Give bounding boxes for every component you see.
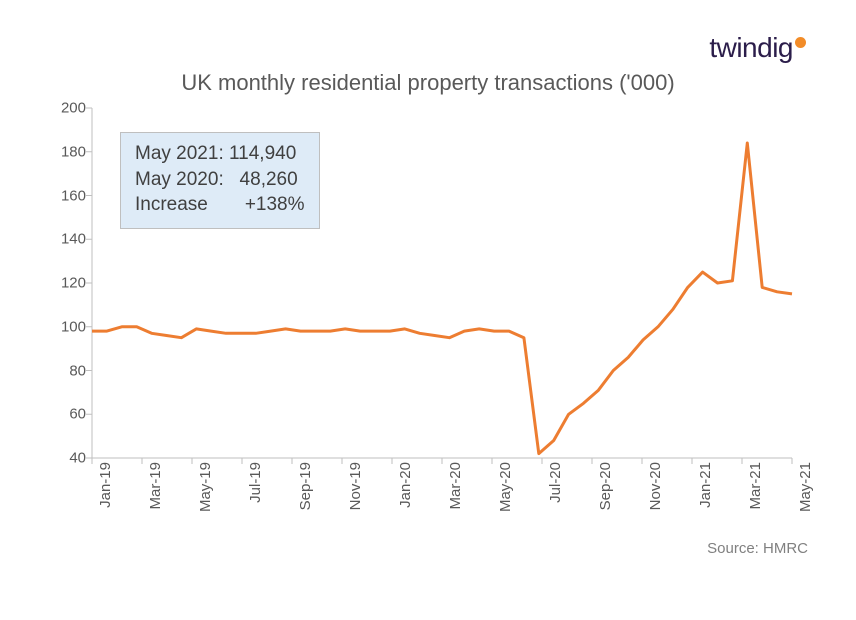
y-axis-labels: 406080100120140160180200 bbox=[40, 108, 86, 458]
y-tick-label: 180 bbox=[40, 143, 86, 160]
y-tick-label: 120 bbox=[40, 275, 86, 292]
info-row-3: Increase +138% bbox=[135, 192, 305, 218]
x-tick-label: Mar-20 bbox=[447, 462, 464, 510]
x-axis-labels: Jan-19 Mar-19 May-19 Jul-19 Sep-19 Nov-19 Jan-… bbox=[92, 462, 792, 532]
x-tick-label: Mar-19 bbox=[147, 462, 164, 510]
x-tick-label: May-21 bbox=[797, 462, 814, 512]
y-tick-label: 140 bbox=[40, 231, 86, 248]
brand-logo-text: twindig bbox=[709, 32, 793, 64]
source-label: Source: HMRC bbox=[707, 540, 808, 557]
x-tick-label: May-19 bbox=[197, 462, 214, 512]
x-tick-label: Jul-19 bbox=[247, 462, 264, 503]
x-tick-label: Nov-20 bbox=[647, 462, 664, 510]
info-box: May 2021: 114,940 May 2020: 48,260 Incre… bbox=[120, 132, 320, 229]
y-tick-label: 60 bbox=[40, 406, 86, 423]
x-tick-label: May-20 bbox=[497, 462, 514, 512]
x-tick-label: Jan-21 bbox=[697, 462, 714, 508]
x-tick-label: Mar-21 bbox=[747, 462, 764, 510]
y-tick-label: 80 bbox=[40, 362, 86, 379]
y-tick-label: 160 bbox=[40, 187, 86, 204]
x-tick-label: Jan-19 bbox=[97, 462, 114, 508]
info-row-1: May 2021: 114,940 bbox=[135, 141, 305, 167]
x-tick-label: Jan-20 bbox=[397, 462, 414, 508]
brand-logo: twindig bbox=[709, 32, 806, 64]
brand-logo-dot bbox=[795, 37, 806, 48]
x-tick-label: Nov-19 bbox=[347, 462, 364, 510]
x-tick-label: Sep-20 bbox=[597, 462, 614, 510]
y-tick-label: 200 bbox=[40, 100, 86, 117]
x-tick-label: Jul-20 bbox=[547, 462, 564, 503]
y-tick-label: 100 bbox=[40, 318, 86, 335]
y-tick-label: 40 bbox=[40, 450, 86, 467]
info-row-2: May 2020: 48,260 bbox=[135, 167, 305, 193]
chart-title: UK monthly residential property transact… bbox=[0, 70, 856, 96]
x-tick-label: Sep-19 bbox=[297, 462, 314, 510]
